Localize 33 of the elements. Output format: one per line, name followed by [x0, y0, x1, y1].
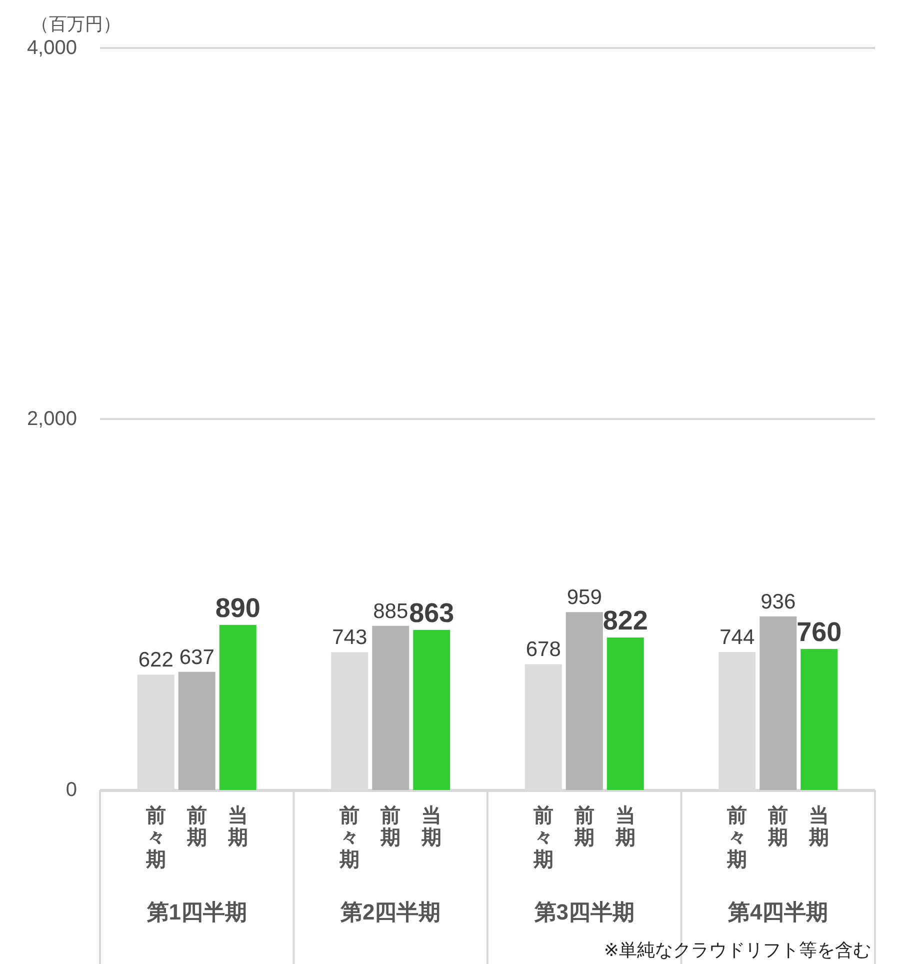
series-label: 前々期 — [340, 805, 360, 871]
y-tick-label: 0 — [66, 779, 77, 801]
data-label: 760 — [796, 617, 842, 648]
data-label: 637 — [179, 646, 214, 669]
y-tick-label: 4,000 — [26, 37, 77, 59]
annotation: ※単純なクラウドリフト等を含む — [604, 940, 871, 960]
series-label: 前期 — [186, 805, 207, 849]
x-tick-label: 第3四半期 — [534, 900, 634, 924]
data-label: 678 — [526, 638, 561, 662]
series-label: 当期 — [228, 805, 248, 849]
x-tick-label: 第1四半期 — [146, 900, 247, 924]
series-label: 前々期 — [146, 805, 166, 871]
series-label: 前期 — [380, 805, 401, 849]
y-axis-title: （百万円） — [31, 14, 121, 34]
data-label: 622 — [138, 648, 174, 672]
series-label: 当期 — [422, 805, 442, 849]
data-label: 744 — [720, 626, 755, 649]
data-label: 743 — [332, 626, 368, 650]
series-label: 前々期 — [533, 805, 554, 871]
data-label: 890 — [215, 592, 260, 623]
series-label: 前期 — [768, 805, 788, 849]
data-label: 885 — [373, 600, 408, 623]
y-tick-label: 2,000 — [26, 408, 77, 430]
series-label: 当期 — [809, 805, 830, 849]
series-label: 前々期 — [727, 805, 748, 871]
data-label: 936 — [760, 590, 796, 614]
x-tick-label: 第2四半期 — [340, 900, 441, 924]
data-label: 863 — [409, 598, 454, 628]
series-label: 前期 — [574, 805, 594, 849]
series-label: 当期 — [615, 805, 636, 849]
data-label: 959 — [566, 586, 602, 610]
x-tick-label: 第4四半期 — [728, 900, 828, 924]
data-label: 822 — [602, 606, 648, 636]
